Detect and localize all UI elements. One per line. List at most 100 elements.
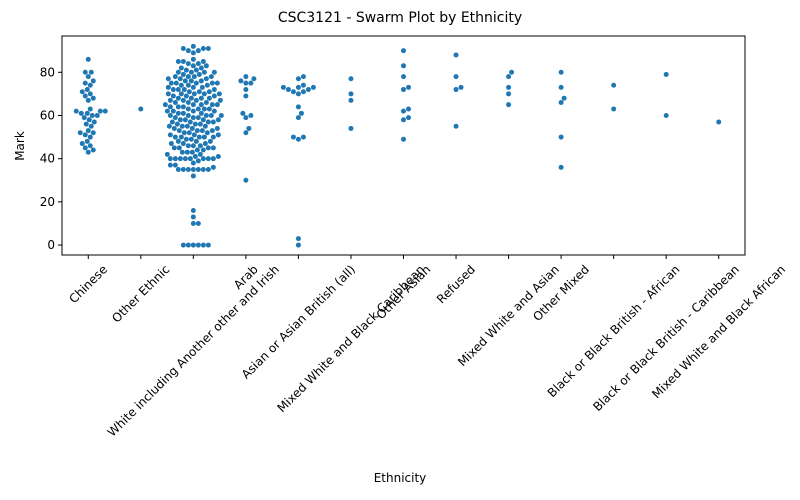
point: [205, 166, 211, 172]
point: [246, 125, 252, 131]
point: [218, 112, 224, 118]
point: [211, 93, 217, 99]
point: [295, 136, 301, 142]
point: [558, 164, 564, 170]
point: [209, 102, 215, 108]
x-tick-label: Other Asian: [374, 262, 434, 322]
point: [196, 89, 202, 95]
point: [197, 151, 203, 157]
x-tick-label: Other Ethnic: [109, 262, 172, 325]
point: [401, 63, 406, 69]
point: [167, 112, 173, 118]
point: [180, 71, 186, 77]
point: [506, 74, 512, 80]
point: [190, 143, 196, 149]
point: [189, 125, 195, 131]
point: [194, 128, 200, 134]
point: [175, 69, 181, 75]
point: [201, 91, 207, 97]
point: [186, 89, 192, 95]
point: [91, 119, 97, 125]
point: [215, 154, 221, 160]
point: [191, 132, 197, 138]
point: [172, 74, 178, 80]
point: [194, 147, 200, 153]
point: [611, 106, 617, 112]
point: [202, 123, 208, 129]
point: [81, 115, 87, 121]
point: [165, 84, 171, 90]
point: [181, 130, 187, 136]
point: [300, 74, 306, 80]
point: [185, 82, 191, 88]
point: [243, 130, 249, 136]
point: [180, 104, 186, 110]
plot-frame: [61, 35, 746, 256]
point: [166, 123, 172, 129]
point: [214, 102, 220, 108]
point: [185, 100, 191, 106]
point: [207, 138, 213, 144]
point: [206, 106, 212, 112]
point: [193, 67, 199, 73]
point: [90, 130, 96, 136]
point: [188, 95, 194, 101]
point: [167, 132, 173, 138]
point: [193, 97, 199, 103]
point: [179, 149, 185, 155]
point: [285, 87, 291, 93]
point: [243, 115, 249, 121]
point: [295, 91, 301, 97]
point: [174, 121, 180, 127]
point: [558, 69, 564, 75]
point: [243, 87, 249, 93]
point: [167, 156, 173, 162]
point: [406, 115, 411, 121]
point: [85, 56, 91, 62]
point: [290, 134, 296, 140]
point: [190, 102, 196, 108]
point: [164, 151, 170, 157]
point: [280, 84, 286, 90]
point: [87, 106, 93, 112]
point: [238, 78, 244, 84]
point: [506, 84, 512, 90]
point: [185, 61, 191, 67]
point: [209, 128, 215, 134]
point: [94, 112, 100, 118]
y-tick-label: 80: [40, 65, 55, 79]
point: [348, 91, 354, 97]
point: [348, 97, 354, 103]
point: [177, 156, 183, 162]
point: [200, 147, 206, 153]
point: [187, 156, 193, 162]
point: [210, 134, 216, 140]
point: [188, 69, 194, 75]
point: [243, 93, 249, 99]
point: [190, 115, 196, 121]
point: [199, 84, 205, 90]
point: [209, 80, 215, 86]
point: [185, 74, 191, 80]
point: [176, 145, 182, 151]
point: [186, 130, 192, 136]
point: [406, 84, 411, 90]
point: [185, 242, 191, 248]
point: [453, 52, 459, 58]
point: [248, 80, 254, 86]
point: [200, 242, 206, 248]
point: [190, 208, 196, 214]
point: [172, 156, 178, 162]
point: [300, 134, 306, 140]
point: [188, 78, 194, 84]
point: [203, 112, 209, 118]
point: [348, 125, 354, 131]
point: [181, 87, 187, 93]
point: [165, 91, 171, 97]
point: [205, 242, 211, 248]
point: [190, 43, 196, 49]
point: [182, 156, 188, 162]
point: [290, 89, 296, 95]
point: [199, 128, 205, 134]
point: [185, 112, 191, 118]
